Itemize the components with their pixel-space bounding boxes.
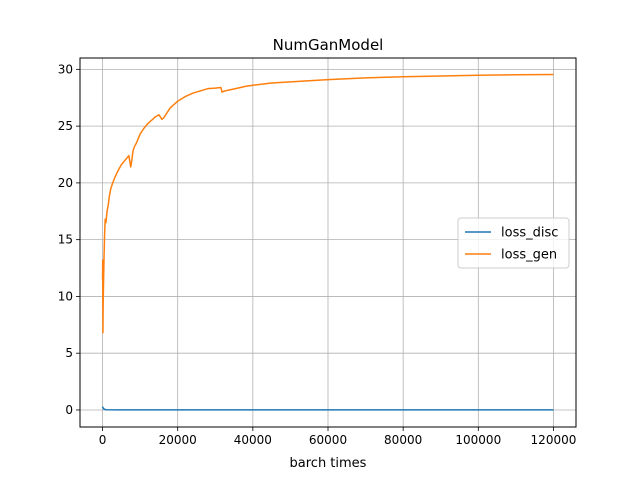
x-tick-label: 20000 — [159, 433, 197, 447]
x-tick-label: 120000 — [531, 433, 577, 447]
y-tick-label: 10 — [58, 289, 73, 303]
y-tick-label: 20 — [58, 176, 73, 190]
x-axis-label: barch times — [290, 456, 367, 471]
y-tick-label: 30 — [58, 62, 73, 76]
ticks: 0 20000 40000 60000 80000 100000 120000 0 5 10 15 2… — [58, 62, 577, 447]
x-tick-label: 40000 — [234, 433, 272, 447]
chart-title: NumGanModel — [273, 36, 384, 54]
legend-label: loss_gen — [501, 248, 557, 263]
x-tick-label: 80000 — [384, 433, 422, 447]
legend-box — [457, 217, 570, 269]
series-line-loss-disc — [101, 406, 554, 411]
series-group — [101, 73, 554, 411]
legend-label: loss_disc — [501, 226, 558, 241]
x-tick-label: 60000 — [309, 433, 347, 447]
y-tick-label: 25 — [58, 119, 73, 133]
series-line-loss-gen — [101, 73, 554, 334]
y-tick-label: 5 — [65, 346, 73, 360]
legend: loss_disc loss_gen — [457, 217, 570, 269]
x-tick-label: 100000 — [455, 433, 501, 447]
y-tick-label: 0 — [65, 403, 73, 417]
x-tick-label: 0 — [99, 433, 107, 447]
y-tick-label: 15 — [58, 233, 73, 247]
